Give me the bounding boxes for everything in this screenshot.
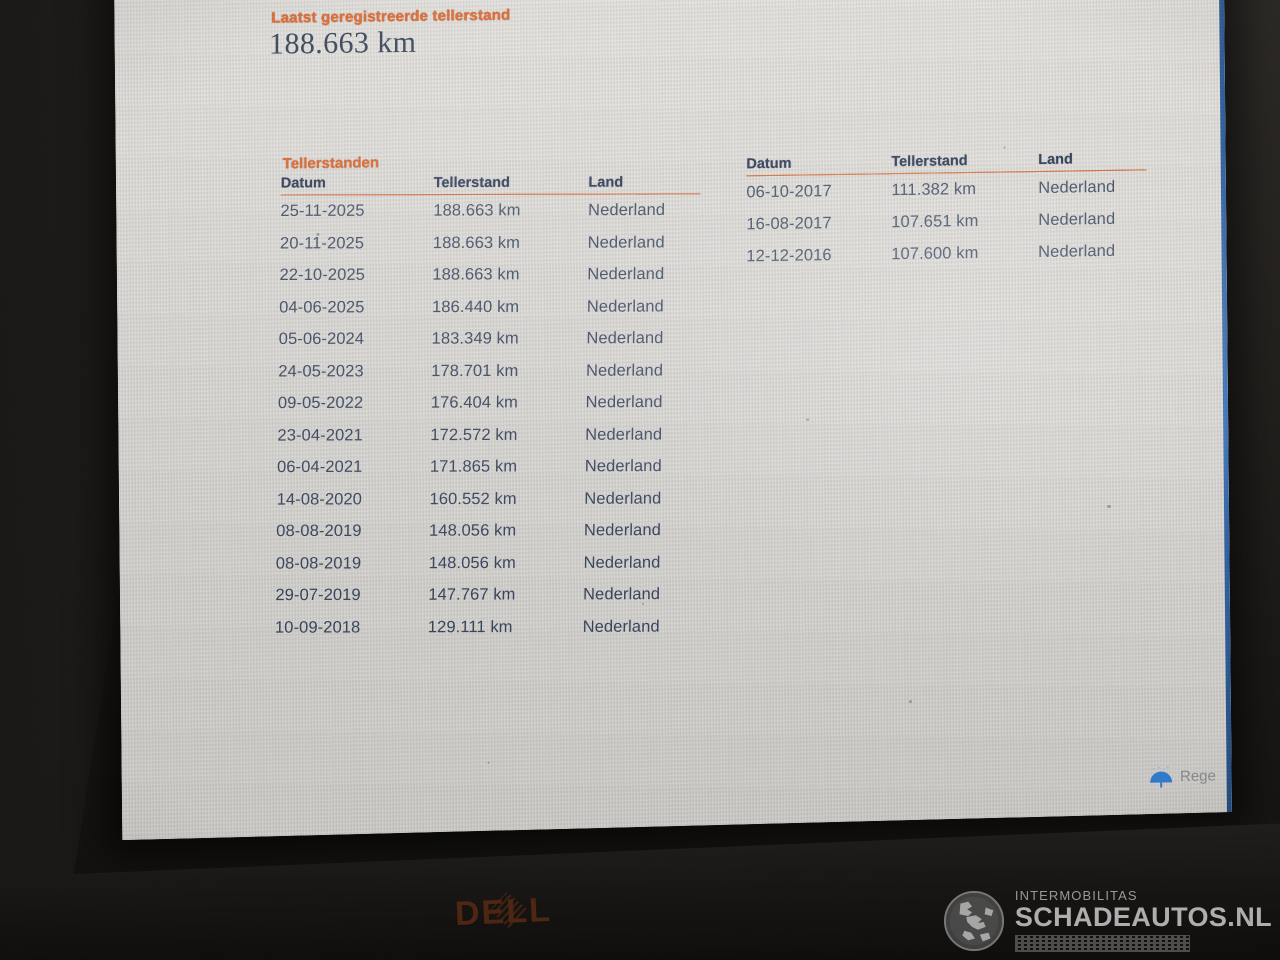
table-row: 20-11-2025 188.663 km Nederland: [280, 226, 700, 259]
page-content: Laatst geregistreerde tellerstand 188.66…: [267, 0, 1232, 750]
odometer-table-right: Datum Tellerstand Land 06-10-2017 111.382…: [746, 150, 1147, 272]
lcd-panel: Laatst geregistreerde tellerstand 188.66…: [114, 0, 1232, 841]
odometer-table-right-wrap: Datum Tellerstand Land 06-10-2017 111.382…: [746, 150, 1147, 272]
cell-datum: 29-07-2019: [275, 585, 361, 604]
cell-datum: 16-08-2017: [746, 213, 832, 233]
cell-tellerstand: 178.701 km: [431, 361, 519, 380]
table-header-row: Datum Tellerstand Land: [280, 174, 701, 195]
cell-datum: 23-04-2021: [277, 425, 363, 445]
cell-tellerstand: 183.349 km: [431, 328, 519, 348]
table-row: 23-04-2021 172.572 km Nederland: [277, 418, 697, 451]
cell-tellerstand: 147.767 km: [428, 585, 516, 604]
cell-tellerstand: 107.651 km: [891, 211, 979, 231]
watermark-halftone-bars: [1014, 935, 1190, 952]
column-header-datum[interactable]: Datum: [746, 155, 792, 173]
table-row: 09-05-2022 176.404 km Nederland: [278, 386, 698, 419]
cell-datum: 12-12-2016: [746, 245, 832, 265]
cell-datum: 06-04-2021: [276, 457, 363, 476]
cell-tellerstand: 188.663 km: [433, 200, 521, 220]
watermark-top-line: INTERMOBILITAS: [1014, 888, 1138, 903]
cell-land: Nederland: [1038, 241, 1116, 261]
column-header-datum[interactable]: Datum: [280, 175, 326, 192]
cell-tellerstand: 148.056 km: [428, 553, 516, 572]
table-row: 29-07-2019 147.767 km Nederland: [275, 579, 695, 612]
cell-datum: 10-09-2018: [274, 617, 361, 637]
table-head-left: Datum Tellerstand Land: [280, 174, 701, 195]
cell-tellerstand: 129.111 km: [427, 617, 513, 636]
cell-tellerstand: 148.056 km: [428, 520, 517, 540]
umbrella-rain-icon: [1149, 766, 1173, 788]
cell-land: Nederland: [1038, 177, 1116, 197]
table-row: 08-08-2019 148.056 km Nederland: [276, 515, 696, 548]
cell-land: Nederland: [585, 392, 663, 411]
cell-datum: 08-08-2019: [275, 553, 362, 573]
cell-land: Nederland: [586, 297, 664, 316]
table-row: 14-08-2020 160.552 km Nederland: [276, 483, 696, 516]
cell-datum: 08-08-2019: [276, 521, 362, 540]
watermark: INTERMOBILITAS SCHADEAUTOS.NL: [943, 889, 1272, 952]
cell-land: Nederland: [582, 584, 661, 603]
cell-datum: 04-06-2025: [279, 297, 365, 317]
table-row: 08-08-2019 148.056 km Nederland: [276, 547, 696, 580]
cell-datum: 22-10-2025: [279, 265, 366, 284]
column-header-land[interactable]: Land: [1038, 151, 1073, 168]
globe-europe-icon: [943, 890, 1004, 951]
table-row: 25-11-2025 188.663 km Nederland: [280, 194, 700, 228]
cell-tellerstand: 188.663 km: [432, 264, 520, 284]
panel-surface: Laatst geregistreerde tellerstand 188.66…: [114, 0, 1232, 841]
table-row: 04-06-2025 186.440 km Nederland: [279, 290, 699, 323]
cell-land: Nederland: [582, 617, 660, 636]
column-header-land[interactable]: Land: [588, 174, 624, 191]
cell-tellerstand: 188.663 km: [432, 233, 521, 252]
last-reading-value: 188.663 km: [269, 25, 417, 61]
column-header-tellerstand[interactable]: Tellerstand: [433, 174, 511, 192]
cell-tellerstand: 172.572 km: [430, 425, 518, 444]
cell-land: Nederland: [587, 232, 665, 252]
table-row: 12-12-2016 107.600 km Nederland: [746, 234, 1146, 272]
cell-land: Nederland: [583, 553, 661, 572]
cell-tellerstand: 176.404 km: [430, 392, 519, 412]
table-row: 10-09-2018 129.111 km Nederland: [275, 611, 695, 644]
watermark-text: INTERMOBILITAS SCHADEAUTOS.NL: [1014, 888, 1272, 952]
cell-tellerstand: 171.865 km: [429, 456, 518, 476]
cell-tellerstand: 111.382 km: [891, 179, 977, 199]
section-title-tellerstanden: Tellerstanden: [282, 154, 380, 173]
table-row: 22-10-2025 188.663 km Nederland: [279, 258, 699, 291]
odometer-table-left: Datum Tellerstand Land 25-11-2025 188.663…: [275, 174, 701, 643]
cell-tellerstand: 186.440 km: [431, 297, 520, 316]
cell-datum: 14-08-2020: [276, 489, 363, 509]
table-row: 05-06-2024 183.349 km Nederland: [279, 322, 699, 355]
taskbar-weather-widget[interactable]: Rege: [1149, 743, 1280, 807]
table-body-right: 06-10-2017 111.382 km Nederland 16-08-2017 1…: [746, 170, 1146, 272]
cell-land: Nederland: [584, 456, 662, 475]
last-reading-label: Laatst geregistreerde tellerstand: [271, 6, 511, 27]
watermark-main-line: SCHADEAUTOS.NL: [1014, 902, 1272, 932]
cell-land: Nederland: [585, 425, 663, 444]
cell-tellerstand: 107.600 km: [891, 243, 979, 263]
cell-datum: 05-06-2024: [278, 329, 365, 348]
cell-datum: 20-11-2025: [279, 233, 365, 253]
cell-datum: 06-10-2017: [746, 181, 832, 201]
cell-land: Nederland: [583, 520, 662, 539]
dell-logo: DELL: [454, 891, 552, 934]
cell-land: Nederland: [586, 328, 664, 347]
cell-land: Nederland: [584, 489, 662, 508]
table-row: 24-05-2023 178.701 km Nederland: [278, 354, 698, 387]
cell-land: Nederland: [585, 361, 664, 380]
cell-tellerstand: 160.552 km: [429, 489, 517, 508]
table-body-left: 25-11-2025 188.663 km Nederland 20-11-2025 1…: [275, 194, 701, 644]
cell-datum: 25-11-2025: [280, 201, 365, 220]
cell-land: Nederland: [588, 200, 666, 219]
browser-page: Laatst geregistreerde tellerstand 188.66…: [114, 0, 1232, 841]
odometer-table-left-wrap: Datum Tellerstand Land 25-11-2025 188.663…: [275, 174, 701, 643]
cell-land: Nederland: [587, 264, 665, 283]
cell-land: Nederland: [1038, 209, 1116, 229]
table-row: 06-04-2021 171.865 km Nederland: [277, 450, 697, 483]
cell-datum: 24-05-2023: [278, 361, 364, 381]
weather-label: Rege: [1179, 766, 1217, 785]
column-header-tellerstand[interactable]: Tellerstand: [891, 153, 968, 171]
cell-datum: 09-05-2022: [277, 393, 364, 412]
